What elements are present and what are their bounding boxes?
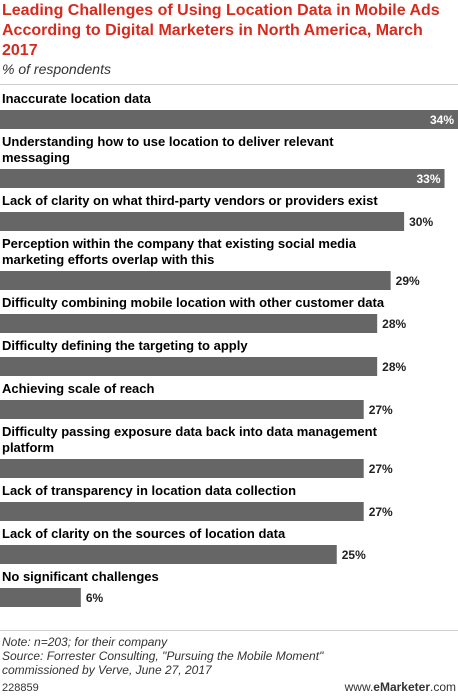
value-label: 25%: [342, 548, 366, 562]
brand-prefix: www.: [344, 680, 374, 694]
category-label: Achieving scale of reach: [2, 381, 155, 396]
category-label: No significant challenges: [2, 569, 159, 584]
value-label: 27%: [369, 462, 393, 476]
category-label: Understanding how to use location to del…: [2, 134, 334, 149]
bar: [0, 400, 364, 419]
bar: [0, 357, 378, 376]
bar: [0, 110, 458, 129]
value-label: 29%: [396, 274, 420, 288]
value-label: 6%: [86, 591, 104, 605]
brand-suffix: .com: [429, 680, 456, 694]
bar: [0, 588, 81, 607]
category-label: Lack of transparency in location data co…: [2, 483, 296, 498]
value-label: 30%: [409, 215, 433, 229]
bar: [0, 314, 378, 333]
bar: [0, 459, 364, 478]
value-label: 28%: [382, 317, 406, 331]
bar: [0, 271, 391, 290]
category-label: platform: [2, 440, 54, 455]
value-label: 27%: [369, 403, 393, 417]
category-label: Difficulty passing exposure data back in…: [2, 424, 378, 439]
source-text-line2: commissioned by Verve, June 27, 2017: [2, 663, 212, 677]
category-label: Lack of clarity on what third-party vend…: [2, 193, 378, 208]
value-label: 28%: [382, 360, 406, 374]
value-label: 34%: [430, 113, 454, 127]
value-label: 33%: [416, 172, 440, 186]
footnotes: Note: n=203; for their company Source: F…: [2, 635, 442, 677]
bar: [0, 502, 364, 521]
bar: [0, 545, 337, 564]
category-label: Difficulty combining mobile location wit…: [2, 295, 385, 310]
chart-title: Leading Challenges of Using Location Dat…: [2, 2, 440, 59]
note-text: Note: n=203; for their company: [2, 635, 168, 649]
bottom-divider: [0, 630, 458, 631]
category-label: Lack of clarity on the sources of locati…: [2, 526, 286, 541]
value-label: 27%: [369, 505, 393, 519]
brand-name: eMarketer: [373, 680, 430, 694]
bar: [0, 212, 405, 231]
category-label: messaging: [2, 150, 70, 165]
source-text-line1: Source: Forrester Consulting, "Pursuing …: [2, 649, 324, 663]
chart-id: 228859: [2, 682, 39, 694]
top-divider: [0, 84, 458, 85]
category-label: marketing efforts overlap with this: [2, 252, 214, 267]
bar: [0, 169, 445, 188]
category-label: Difficulty defining the targeting to app…: [2, 338, 248, 353]
category-label: Perception within the company that exist…: [2, 236, 357, 251]
chart-subtitle: % of respondents: [2, 61, 111, 77]
category-label: Inaccurate location data: [2, 91, 152, 106]
brand-logo: www.eMarketer.com: [345, 680, 456, 695]
